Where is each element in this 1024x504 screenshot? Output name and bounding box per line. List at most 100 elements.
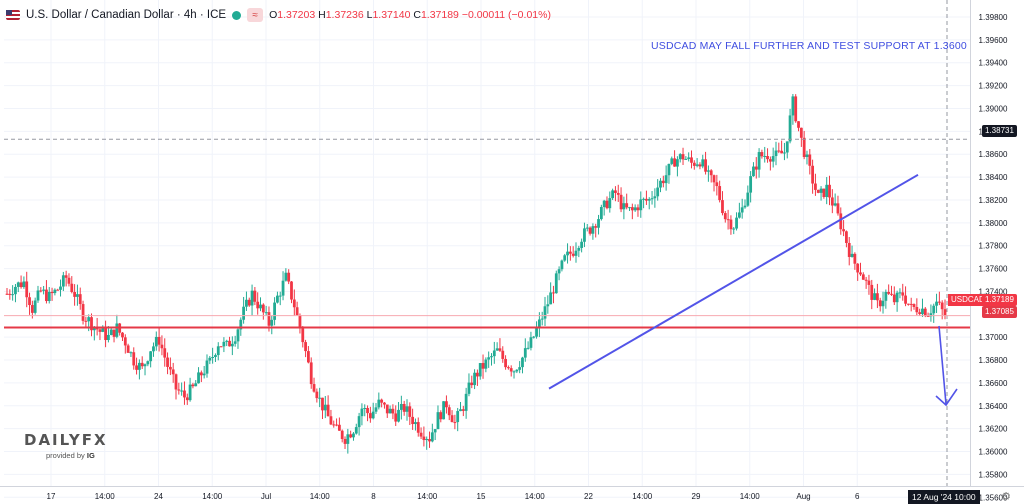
candle-body xyxy=(174,374,178,390)
candle-body xyxy=(735,217,738,229)
candle-body xyxy=(42,289,46,291)
candle-body xyxy=(14,286,17,295)
candle-body xyxy=(808,154,812,166)
candle-body xyxy=(540,318,544,320)
candle-body xyxy=(45,289,48,302)
candle-body xyxy=(577,247,581,251)
candle-body xyxy=(22,281,26,288)
candle-body xyxy=(766,156,769,160)
candle-body xyxy=(323,404,327,411)
candle-body xyxy=(447,407,451,416)
candle-body xyxy=(797,121,800,128)
candle-body xyxy=(259,304,262,309)
candle-body xyxy=(532,336,536,338)
candle-body xyxy=(591,226,595,234)
y-tick-label: 1.38400 xyxy=(979,173,1008,182)
candle-body xyxy=(408,406,412,417)
low-value: 1.37140 xyxy=(372,9,411,21)
x-tick-label: 22 xyxy=(584,492,593,501)
compare-icon[interactable]: ≈ xyxy=(247,8,264,22)
candle-body xyxy=(439,412,443,420)
candle-body xyxy=(915,306,919,313)
x-tick-label: 14:00 xyxy=(417,492,438,501)
candle-body xyxy=(360,408,364,417)
candle-body xyxy=(188,384,192,401)
x-tick-label: Jul xyxy=(261,492,271,501)
candle-body xyxy=(746,192,750,206)
candle-body xyxy=(115,323,119,337)
candle-body xyxy=(154,336,158,347)
candle-body xyxy=(504,358,507,368)
candle-body xyxy=(768,159,772,162)
candle-body xyxy=(709,170,713,176)
y-tick-label: 1.36800 xyxy=(979,356,1008,365)
low-label: L xyxy=(366,9,373,21)
usd-flag-icon xyxy=(6,10,20,20)
candle-body xyxy=(242,306,246,320)
candle-body xyxy=(492,350,496,357)
candle-body xyxy=(70,283,74,293)
candle-body xyxy=(574,250,578,256)
x-tick-label: 15 xyxy=(477,492,486,501)
candle-body xyxy=(495,348,499,351)
candle-body xyxy=(143,364,147,367)
candle-body xyxy=(168,366,172,370)
candle-body xyxy=(509,368,513,372)
candle-body xyxy=(402,403,406,412)
candle-body xyxy=(752,166,755,177)
candle-body xyxy=(149,351,153,362)
candle-body xyxy=(346,434,350,444)
candle-body xyxy=(230,343,234,347)
candle-body xyxy=(146,361,150,365)
candle-body xyxy=(397,409,400,422)
candle-body xyxy=(788,115,792,142)
settings-gear-icon[interactable]: ⚙ xyxy=(1001,491,1011,503)
candle-body xyxy=(8,293,12,295)
watermark-provided-by: provided by xyxy=(46,451,85,460)
x-tick-label: 14:00 xyxy=(310,492,331,501)
candle-body xyxy=(152,346,155,352)
market-status-icon[interactable] xyxy=(232,10,242,20)
candle-body xyxy=(884,291,888,301)
crosshair-date-tag: 12 Aug '24 10:00 xyxy=(908,490,980,504)
candle-body xyxy=(656,187,660,197)
candle-body xyxy=(140,362,144,367)
candle-body xyxy=(194,383,198,387)
candle-body xyxy=(887,291,891,294)
candle-body xyxy=(30,305,34,313)
candle-body xyxy=(737,212,741,218)
candle-body xyxy=(864,279,868,281)
y-tick-label: 1.39400 xyxy=(979,59,1008,68)
y-tick-label: 1.38000 xyxy=(979,219,1008,228)
candle-body xyxy=(695,164,699,166)
symbol-title[interactable]: U.S. Dollar / Canadian Dollar · 4h · ICE xyxy=(26,9,227,21)
candle-body xyxy=(487,357,491,360)
candle-body xyxy=(59,286,62,290)
candle-body xyxy=(290,281,293,300)
candle-body xyxy=(875,293,879,301)
candle-body xyxy=(630,207,634,211)
candle-body xyxy=(422,436,426,441)
candle-body xyxy=(185,397,189,401)
chart-annotation[interactable]: USDCAD MAY FALL FURTHER AND TEST SUPPORT… xyxy=(651,40,967,52)
x-tick-label: 14:00 xyxy=(202,492,223,501)
candle-body xyxy=(211,356,215,358)
x-tick-label: 14:00 xyxy=(525,492,546,501)
candle-body xyxy=(774,150,778,157)
candle-body xyxy=(723,213,727,220)
candle-body xyxy=(760,152,764,157)
high-value: 1.37236 xyxy=(325,9,364,21)
candle-body xyxy=(284,272,288,281)
candle-body xyxy=(309,362,313,385)
candle-body xyxy=(256,301,260,309)
candle-body xyxy=(137,362,141,370)
candle-body xyxy=(36,290,40,301)
candle-body xyxy=(132,352,136,366)
candle-body xyxy=(47,291,51,302)
candle-body xyxy=(476,372,479,377)
candle-body xyxy=(585,227,589,229)
candle-body xyxy=(222,341,226,347)
candle-body xyxy=(614,190,617,193)
